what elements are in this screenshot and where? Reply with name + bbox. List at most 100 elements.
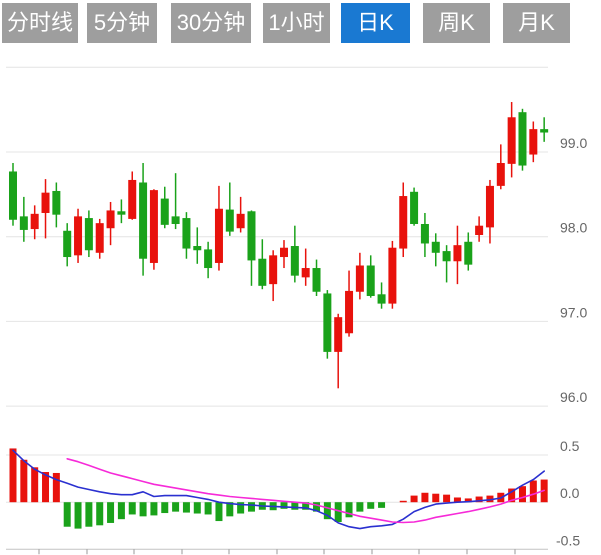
candle-body [388, 247, 397, 304]
candle-body [63, 230, 72, 258]
candle-body [323, 293, 332, 352]
candle-body [475, 225, 484, 236]
macd-bar [508, 488, 516, 503]
candle-body [290, 246, 299, 276]
line-dif [12, 449, 546, 530]
macd-bar [204, 502, 212, 515]
macd-bar [302, 502, 310, 510]
tab-分时线[interactable]: 分时线 [2, 3, 78, 43]
macd-bar [150, 502, 158, 516]
macd-bar [367, 502, 375, 509]
price-axis-labels: 99.0 98.0 97.0 96.0 [560, 135, 587, 405]
tab-周K[interactable]: 周K [423, 3, 490, 43]
price-tick-label: 97.0 [560, 304, 587, 320]
macd-bar [193, 502, 201, 514]
macd-bar [313, 502, 321, 512]
candle-body [280, 247, 288, 258]
line-dea [66, 457, 546, 524]
macd-bar [378, 502, 386, 508]
macd-bar [9, 448, 17, 503]
candle-body [345, 290, 354, 334]
candle-body [204, 249, 213, 269]
tab-月K[interactable]: 月K [503, 3, 570, 43]
macd-bar [334, 502, 342, 523]
candle-body [52, 190, 61, 215]
macd-bar [518, 486, 526, 503]
tab-5分钟[interactable]: 5分钟 [87, 3, 157, 43]
macd-grid [6, 454, 548, 503]
candle-body [149, 190, 158, 263]
candle-body [507, 117, 516, 164]
macd-bar [464, 498, 472, 503]
macd-bar [215, 502, 223, 522]
macd-bar [63, 502, 71, 527]
candle-body [247, 211, 256, 261]
macd-tick-label: 0.5 [560, 438, 580, 454]
candle-body [334, 317, 343, 352]
tab-日K[interactable]: 日K [341, 3, 410, 43]
x-axis [6, 548, 548, 555]
macd-bar [280, 502, 288, 509]
candle-body [160, 198, 169, 225]
price-tick-label: 98.0 [560, 220, 587, 236]
macd-lines [12, 449, 546, 530]
macd-bar [345, 502, 353, 518]
candle-body [30, 213, 39, 230]
candle-body [182, 218, 191, 249]
candle-body [225, 209, 234, 232]
candle-body [518, 112, 527, 166]
tab-1小时[interactable]: 1小时 [263, 3, 330, 43]
macd-bar [399, 500, 407, 503]
candle-body [41, 192, 50, 213]
macd-tick-label: 0.0 [560, 485, 580, 501]
candle-body [19, 216, 28, 230]
candle-body [95, 223, 104, 253]
candle-body [540, 129, 549, 133]
macd-bar [117, 502, 125, 520]
macd-bar [20, 459, 28, 503]
macd-bar [432, 493, 440, 503]
candles [9, 102, 549, 389]
candle-body [485, 185, 494, 228]
candle-body [84, 218, 93, 251]
candle-body [453, 245, 462, 262]
candle-body [139, 182, 148, 259]
macd-bar [96, 502, 104, 526]
macd-bar [443, 494, 451, 503]
candle-body [366, 265, 375, 296]
candle-body [355, 265, 364, 292]
candle-body [117, 211, 126, 215]
macd-bar [226, 502, 234, 517]
macd-bar [107, 502, 115, 523]
candle-body [377, 294, 386, 304]
macd-bar [237, 502, 245, 514]
candle-body [128, 179, 137, 219]
candle-body [236, 213, 245, 229]
macd-bar [356, 502, 364, 512]
macd-bar [74, 502, 82, 529]
candle-body [258, 258, 267, 286]
macd-bar [42, 472, 50, 503]
macd-tick-label: -0.5 [556, 532, 580, 548]
candle-body [193, 246, 202, 251]
macd-bar [247, 502, 255, 512]
price-tick-label: 96.0 [560, 389, 587, 405]
macd-bar [453, 497, 461, 503]
macd-bar [529, 480, 537, 503]
macd-bar [323, 502, 331, 520]
macd-histogram [9, 448, 548, 529]
macd-bar [475, 496, 483, 503]
macd-bar [128, 502, 136, 515]
candle-body [431, 241, 440, 253]
macd-bar [52, 472, 60, 503]
candle-body [420, 223, 429, 244]
macd-bar [421, 492, 429, 503]
macd-bar [291, 502, 299, 510]
tab-30分钟[interactable]: 30分钟 [171, 3, 251, 43]
candle-body [214, 208, 223, 263]
candle-body [410, 191, 419, 224]
macd-bar [31, 467, 39, 503]
candle-body [399, 196, 408, 249]
candle-body [529, 129, 538, 155]
